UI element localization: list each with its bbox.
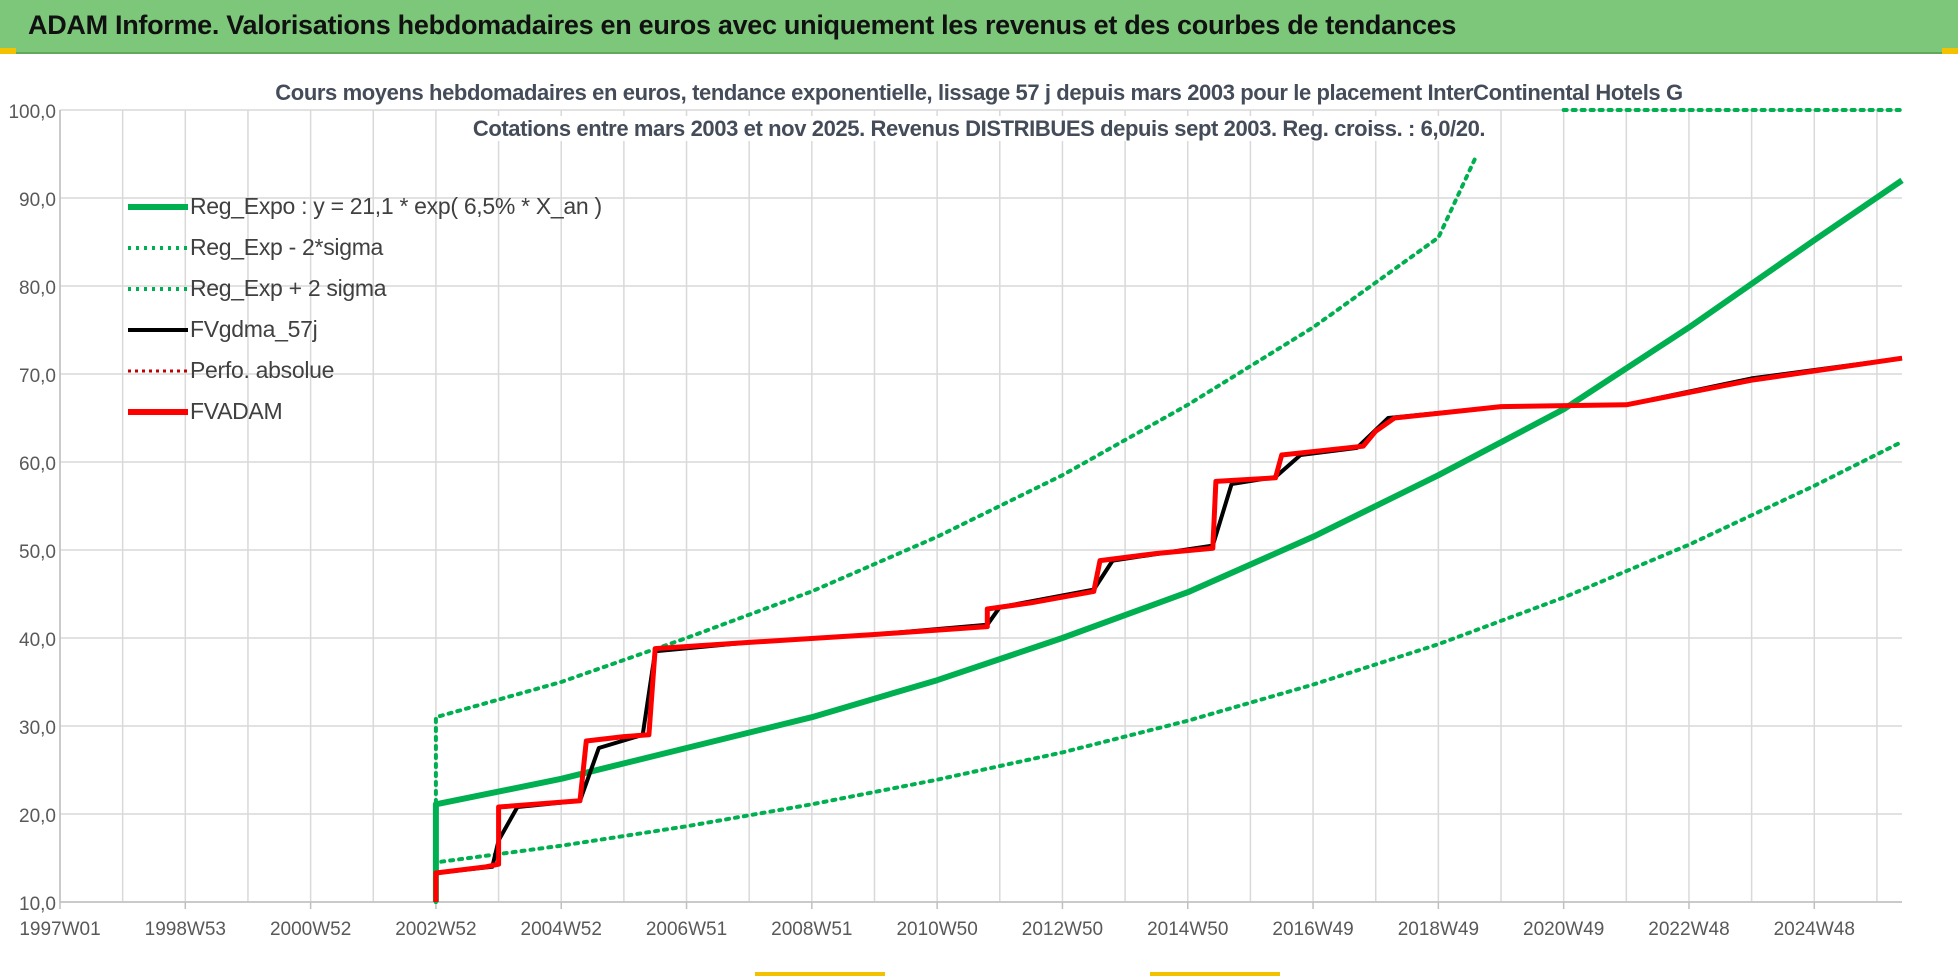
x-tick-label: 2016W49 [1272,919,1353,940]
chart-title: Cours moyens hebdomadaires en euros, ten… [0,80,1958,106]
corner-mark [1942,48,1958,54]
series-line [433,355,1903,902]
legend-swatch [128,408,188,415]
chart-area: 10,0 20,0 30,0 40,0 50,0 60,0 70,0 80,0 90,0 100,… [0,54,1958,978]
y-tick-label: 30,0 [19,718,56,739]
series-line [433,154,1478,904]
x-tick-label: 2020W49 [1523,919,1604,940]
x-tick-label: 2022W48 [1648,919,1729,940]
y-tick-label: 20,0 [19,806,56,827]
x-tick-label: 1998W53 [145,919,226,940]
y-tick-label: 100,0 [8,102,56,123]
x-tick-label: 2002W52 [395,919,476,940]
legend-swatch [128,245,188,250]
x-tick-label: 2006W51 [646,919,727,940]
chart-title-text: Cours moyens hebdomadaires en euros, ten… [269,80,1689,105]
chart-subtitle: Cotations entre mars 2003 et nov 2025. R… [0,116,1958,142]
y-tick-label: 10,0 [19,894,56,915]
legend-swatch [128,369,188,372]
x-tick-label: 1997W01 [19,919,100,940]
x-tick-label: 2014W50 [1147,919,1228,940]
legend-swatch [128,203,188,210]
legend-label: FVgdma_57j [190,316,318,342]
legend-item-fvadam: FVADAM [128,391,602,432]
x-tick-label: 2000W52 [270,919,351,940]
y-tick-label: 70,0 [19,366,56,387]
y-tick-label: 50,0 [19,542,56,563]
series-line [435,356,1903,875]
legend-label: Reg_Exp - 2*sigma [190,234,384,260]
bottom-mark [1150,972,1280,976]
series-line [432,177,1904,902]
header-bar: ADAM Informe. Valorisations hebdomadaire… [0,0,1958,54]
y-tick-label: 90,0 [19,190,56,211]
legend-label: Perfo. absolue [190,357,335,383]
chart-subtitle-text: Cotations entre mars 2003 et nov 2025. R… [466,116,1492,141]
legend-label: FVADAM [190,398,283,424]
legend-label: Reg_Expo : y = 21,1 * exp( 6,5% * X_an ) [190,193,602,219]
bottom-bar [0,972,1958,978]
y-tick-label: 80,0 [19,278,56,299]
legend-item-reg-exp-plus: Reg_Exp + 2 sigma [128,268,602,309]
bottom-mark [755,972,885,976]
y-tick-label: 40,0 [19,630,56,651]
x-tick-label: 2012W50 [1022,919,1103,940]
legend-item-perfo: Perfo. absolue [128,350,602,391]
chart-legend: Reg_Expo : y = 21,1 * exp( 6,5% * X_an )… [128,186,602,432]
legend-swatch [128,327,188,332]
legend-item-reg-exp-minus: Reg_Exp - 2*sigma [128,227,602,268]
series-line [433,439,1904,904]
legend-swatch [128,286,188,291]
report-title: ADAM Informe. Valorisations hebdomadaire… [28,10,1457,40]
x-tick-label: 2010W50 [896,919,977,940]
chart-plot: 10,0 20,0 30,0 40,0 50,0 60,0 70,0 80,0 90,0 100,… [8,102,1904,940]
x-tick-label: 2004W52 [521,919,602,940]
legend-item-reg-expo: Reg_Expo : y = 21,1 * exp( 6,5% * X_an ) [128,186,602,227]
x-tick-label: 2018W49 [1398,919,1479,940]
legend-item-fvgdma: FVgdma_57j [128,309,602,350]
y-tick-label: 60,0 [19,454,56,475]
legend-label: Reg_Exp + 2 sigma [190,275,387,301]
corner-mark [0,48,16,54]
x-tick-label: 2008W51 [771,919,852,940]
x-tick-label: 2024W48 [1774,919,1855,940]
